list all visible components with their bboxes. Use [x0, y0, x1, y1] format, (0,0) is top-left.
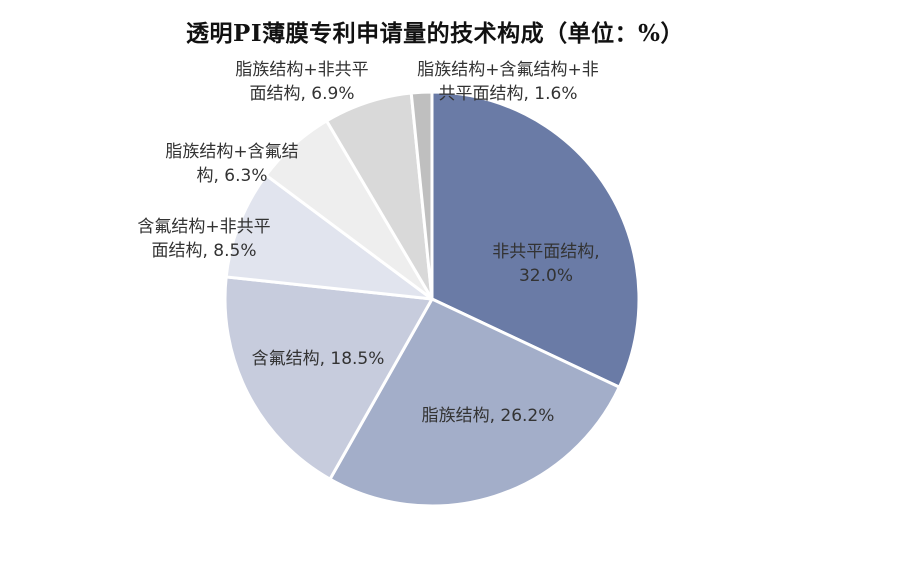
slice-label-line: 32.0% — [519, 266, 573, 286]
pie-slice — [409, 90, 434, 301]
slice-label-line: 含氟结构+非共平 — [137, 217, 270, 237]
slice-label-line: 脂族结构+含氟结 — [165, 142, 298, 162]
pie-slice — [430, 90, 641, 389]
slice-label-line: 含氟结构, 18.5% — [252, 349, 385, 369]
pie-slices — [223, 90, 641, 508]
slice-label: 含氟结构, 18.5% — [252, 349, 385, 369]
pie-slice — [224, 173, 434, 301]
chart-title: 透明PI薄膜专利申请量的技术构成（单位：%） — [186, 20, 684, 47]
slice-label: 脂族结构+含氟结构+非共平面结构, 1.6% — [417, 60, 599, 104]
slice-label-line: 构, 6.3% — [197, 166, 268, 186]
slice-label-line: 非共平面结构, — [492, 242, 599, 262]
slice-label-line: 脂族结构+非共平 — [235, 60, 368, 80]
slice-label: 脂族结构+含氟结构, 6.3% — [165, 142, 298, 186]
pie-slice — [223, 275, 434, 481]
slice-label: 含氟结构+非共平面结构, 8.5% — [137, 217, 270, 261]
slice-label: 脂族结构+非共平面结构, 6.9% — [235, 60, 368, 104]
pie-labels: 非共平面结构, 32.0% 脂族结构, 26.2% 含氟结构, 18.5% 含氟结构+非… — [137, 60, 599, 426]
slice-label-line: 脂族结构, 26.2% — [422, 406, 555, 426]
slice-label-line: 脂族结构+含氟结构+非 — [417, 60, 599, 80]
slice-label: 非共平面结构, 32.0% — [492, 242, 599, 286]
pie-slice — [328, 297, 621, 508]
slice-label-line: 面结构, 6.9% — [250, 84, 355, 104]
slice-label-line: 共平面结构, 1.6% — [439, 84, 578, 104]
slice-label-line: 面结构, 8.5% — [152, 241, 257, 261]
slice-label: 脂族结构, 26.2% — [422, 406, 555, 426]
